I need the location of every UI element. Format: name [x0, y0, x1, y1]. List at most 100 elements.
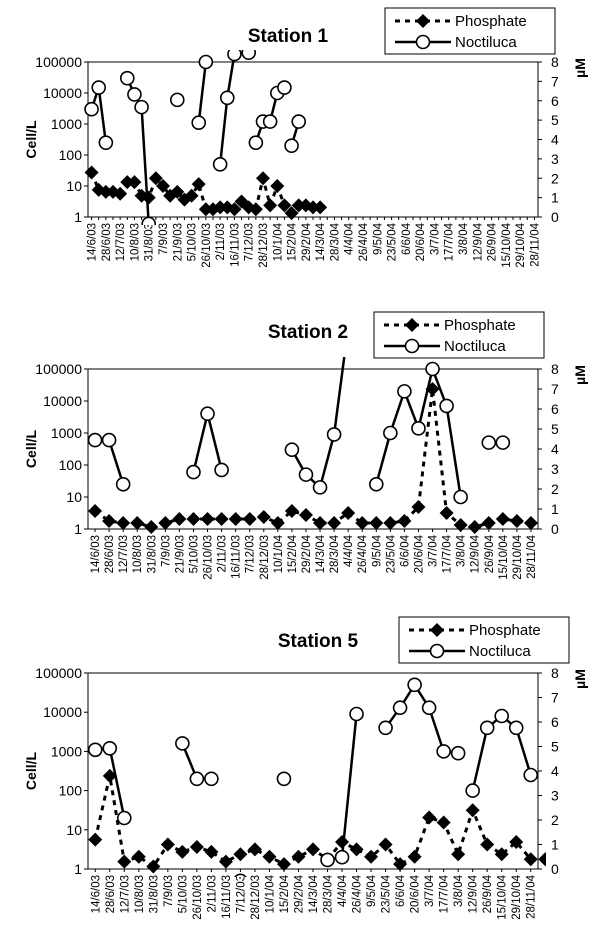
noctiluca-point	[392, 700, 408, 716]
x-tick-label: 14/6/03	[90, 535, 102, 573]
phosphate-point	[189, 839, 204, 854]
phosphate-point	[248, 202, 263, 217]
x-tick-label: 4/4/04	[337, 874, 349, 907]
plot-frame	[87, 61, 539, 218]
x-tick-label: 20/6/04	[415, 222, 427, 261]
phosphate-point	[327, 516, 342, 530]
phosphate-point	[116, 516, 131, 530]
right-tick-label: 0	[551, 861, 559, 877]
x-tick-label: 7/12/03	[235, 875, 247, 913]
x-tick-label: 12/7/03	[119, 875, 131, 913]
x-tick-label: 29/10/04	[511, 874, 523, 919]
noctiluca-point	[479, 720, 495, 736]
phosphate-point	[270, 516, 285, 530]
x-tick-label: 23/5/04	[385, 534, 397, 573]
left-tick-label: 1	[74, 521, 82, 537]
phosphate-point	[523, 516, 538, 530]
noctiluca-point	[320, 852, 335, 868]
right-tick-label: 6	[551, 401, 559, 417]
plot-frame	[87, 368, 539, 530]
phosphate-point	[291, 198, 306, 213]
noctiluca-point	[508, 720, 524, 736]
phosphate-point	[247, 842, 262, 857]
x-tick-label: 17/7/04	[442, 534, 454, 573]
right-tick-label: 8	[551, 54, 559, 70]
noctiluca-point	[235, 29, 248, 42]
left-tick-label: 1	[74, 209, 82, 225]
left-tick-label: 100000	[35, 54, 82, 70]
noctiluca-point	[284, 138, 299, 153]
right-tick-label: 0	[551, 209, 559, 225]
chart-legend: Phosphate Noctiluca	[373, 311, 545, 359]
phosphate-point	[144, 520, 159, 534]
phosphate-point	[227, 202, 242, 217]
phosphate-point	[146, 859, 161, 874]
phosphate-point	[262, 849, 277, 864]
phosphate-point	[383, 516, 398, 530]
phosphate-point	[313, 516, 328, 530]
noctiluca-point	[262, 114, 278, 129]
left-tick-label: 100	[59, 457, 83, 473]
right-tick-label: 3	[551, 461, 559, 477]
phosphate-point	[256, 510, 271, 524]
noctiluca-point	[407, 677, 422, 693]
phosphate-point	[233, 847, 248, 862]
x-tick-label: 10/8/03	[129, 223, 141, 261]
x-tick-label: 31/8/03	[148, 875, 160, 913]
x-tick-label: 26/9/04	[487, 222, 499, 261]
x-tick-label: 26/4/04	[357, 534, 369, 573]
noctiluca-point	[219, 90, 235, 106]
phosphate-point	[306, 842, 320, 857]
right-tick-label: 1	[551, 190, 559, 206]
noctiluca-point	[276, 771, 292, 787]
x-tick-label: 3/7/04	[424, 874, 436, 907]
x-tick-label: 15/2/04	[287, 534, 299, 573]
x-tick-label: 29/2/04	[301, 222, 313, 261]
x-tick-label: 29/2/04	[293, 874, 305, 913]
phosphate-point	[102, 768, 117, 783]
noctiluca-point	[189, 771, 205, 787]
noctiluca-point	[227, 50, 242, 62]
noctiluca-line	[384, 682, 459, 755]
x-tick-label: 28/3/04	[329, 222, 341, 261]
x-tick-label: 21/9/03	[174, 535, 186, 573]
phosphate-point	[451, 847, 466, 862]
x-tick-label: 10/1/04	[264, 874, 276, 913]
noctiluca-point	[116, 810, 132, 826]
left-tick-label: 1	[74, 861, 82, 877]
phosphate-point	[213, 200, 228, 215]
left-tick-label: 100000	[35, 665, 82, 681]
phosphate-point	[465, 803, 480, 818]
noctiluca-line	[290, 357, 346, 490]
noctiluca-point	[169, 92, 185, 108]
x-tick-label: 29/2/04	[301, 534, 313, 573]
phosphate-point	[127, 175, 142, 190]
noctiluca-line	[197, 61, 208, 123]
x-tick-label: 14/3/04	[308, 874, 320, 913]
right-tick-label: 2	[551, 812, 559, 828]
noctiluca-point	[241, 50, 257, 60]
x-tick-label: 28/3/04	[323, 874, 335, 913]
phosphate-point	[335, 835, 350, 850]
noctiluca-point	[200, 406, 215, 422]
phosphate-point	[467, 520, 482, 534]
noctiluca-line	[192, 413, 223, 473]
x-tick-label: 5/10/03	[188, 535, 200, 573]
x-tick-label: 5/10/03	[177, 875, 189, 913]
phosphate-point	[131, 849, 146, 864]
chart-panel-3: Station 5 1 10 100 1000 10000 100000 0 1 2 3 4 5 6 7 8 C…	[23, 616, 588, 920]
x-tick-label: 20/6/04	[410, 874, 422, 913]
phosphate-point	[200, 512, 215, 526]
noctiluca-point	[91, 80, 107, 95]
x-tick-label: 26/9/04	[482, 874, 494, 913]
phosphate-point	[158, 516, 173, 530]
phosphate-point	[495, 512, 510, 526]
x-tick-label: 28/11/04	[526, 874, 538, 919]
noctiluca-point	[450, 745, 466, 761]
x-tick-label: 12/9/04	[470, 534, 482, 573]
legend-noctiluca-marker	[404, 338, 420, 354]
noctiluca-point	[523, 767, 539, 783]
right-tick-label: 5	[551, 112, 559, 128]
noctiluca-point	[141, 216, 157, 225]
